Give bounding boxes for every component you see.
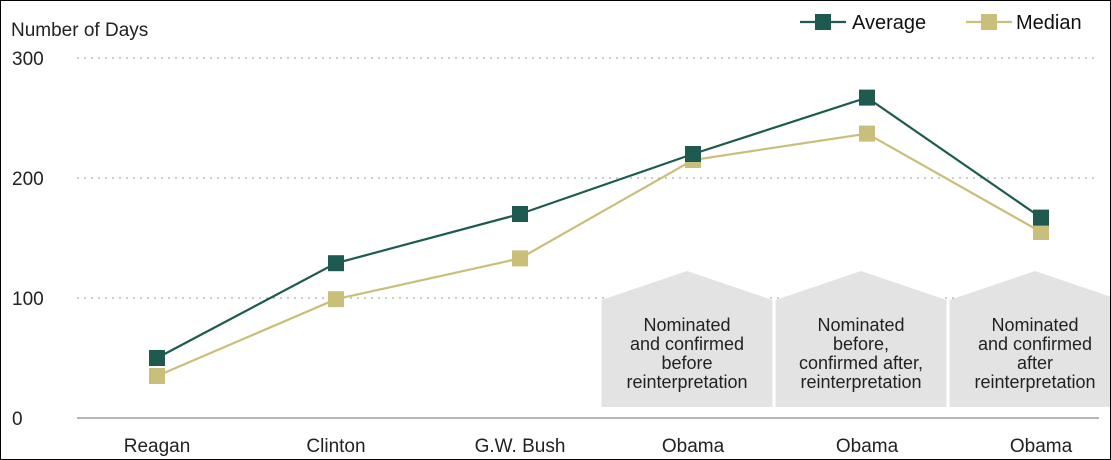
y-tick-label: 100 — [12, 289, 44, 310]
annotation-text: Nominated — [817, 315, 904, 335]
annotation-panel — [601, 271, 773, 407]
series-line-median — [156, 132, 1042, 378]
annotation-text: reinterpretation — [800, 372, 921, 392]
legend-marker-median — [981, 14, 997, 30]
legend-label: Average — [852, 12, 926, 34]
annotation-text: before, — [833, 334, 889, 354]
series-layer — [149, 89, 1049, 384]
x-tick-label: Clinton — [306, 436, 365, 457]
legend-label: Median — [1016, 12, 1082, 34]
annotation-text: confirmed after, — [799, 353, 923, 373]
point-average — [328, 255, 344, 272]
y-axis-label: Number of Days — [11, 20, 148, 41]
y-tick-label: 0 — [12, 409, 23, 430]
annotation-text: Nominated — [643, 315, 730, 335]
x-tick-label: Reagan — [124, 436, 191, 457]
y-tick-label: 200 — [12, 169, 44, 190]
x-tick-label: G.W. Bush — [475, 436, 566, 457]
x-axis-ticks: Reagan Clinton G.W. Bush Obama Obama Obama — [124, 436, 1073, 457]
x-tick-label: Obama — [662, 436, 725, 457]
annotation-text: and confirmed — [978, 334, 1092, 354]
x-tick-label: Obama — [836, 436, 899, 457]
point-average — [1033, 209, 1049, 226]
legend: Average Median — [800, 12, 1082, 34]
annotation-text: reinterpretation — [626, 372, 747, 392]
point-median — [859, 125, 875, 142]
point-median — [1033, 224, 1049, 240]
annotation-text: and confirmed — [630, 334, 744, 354]
point-median — [512, 250, 528, 267]
point-average — [149, 350, 165, 366]
point-average — [685, 146, 701, 162]
x-tick-label: Obama — [1010, 436, 1073, 457]
gridlines — [77, 57, 1099, 299]
annotation-panel — [949, 271, 1110, 407]
annotation-text: reinterpretation — [974, 372, 1095, 392]
series-line-average — [156, 96, 1042, 359]
annotation-text: Nominated — [991, 315, 1078, 335]
point-median — [149, 368, 165, 384]
y-tick-label: 300 — [12, 49, 44, 70]
point-average — [512, 206, 528, 222]
annotation-panel — [775, 271, 947, 407]
legend-marker-average — [815, 14, 831, 30]
point-average — [859, 89, 875, 106]
annotation-text: before — [661, 353, 712, 373]
annotation-text: after — [1017, 353, 1053, 373]
y-axis-ticks: 0 100 200 300 — [12, 49, 44, 430]
point-median — [328, 291, 344, 308]
